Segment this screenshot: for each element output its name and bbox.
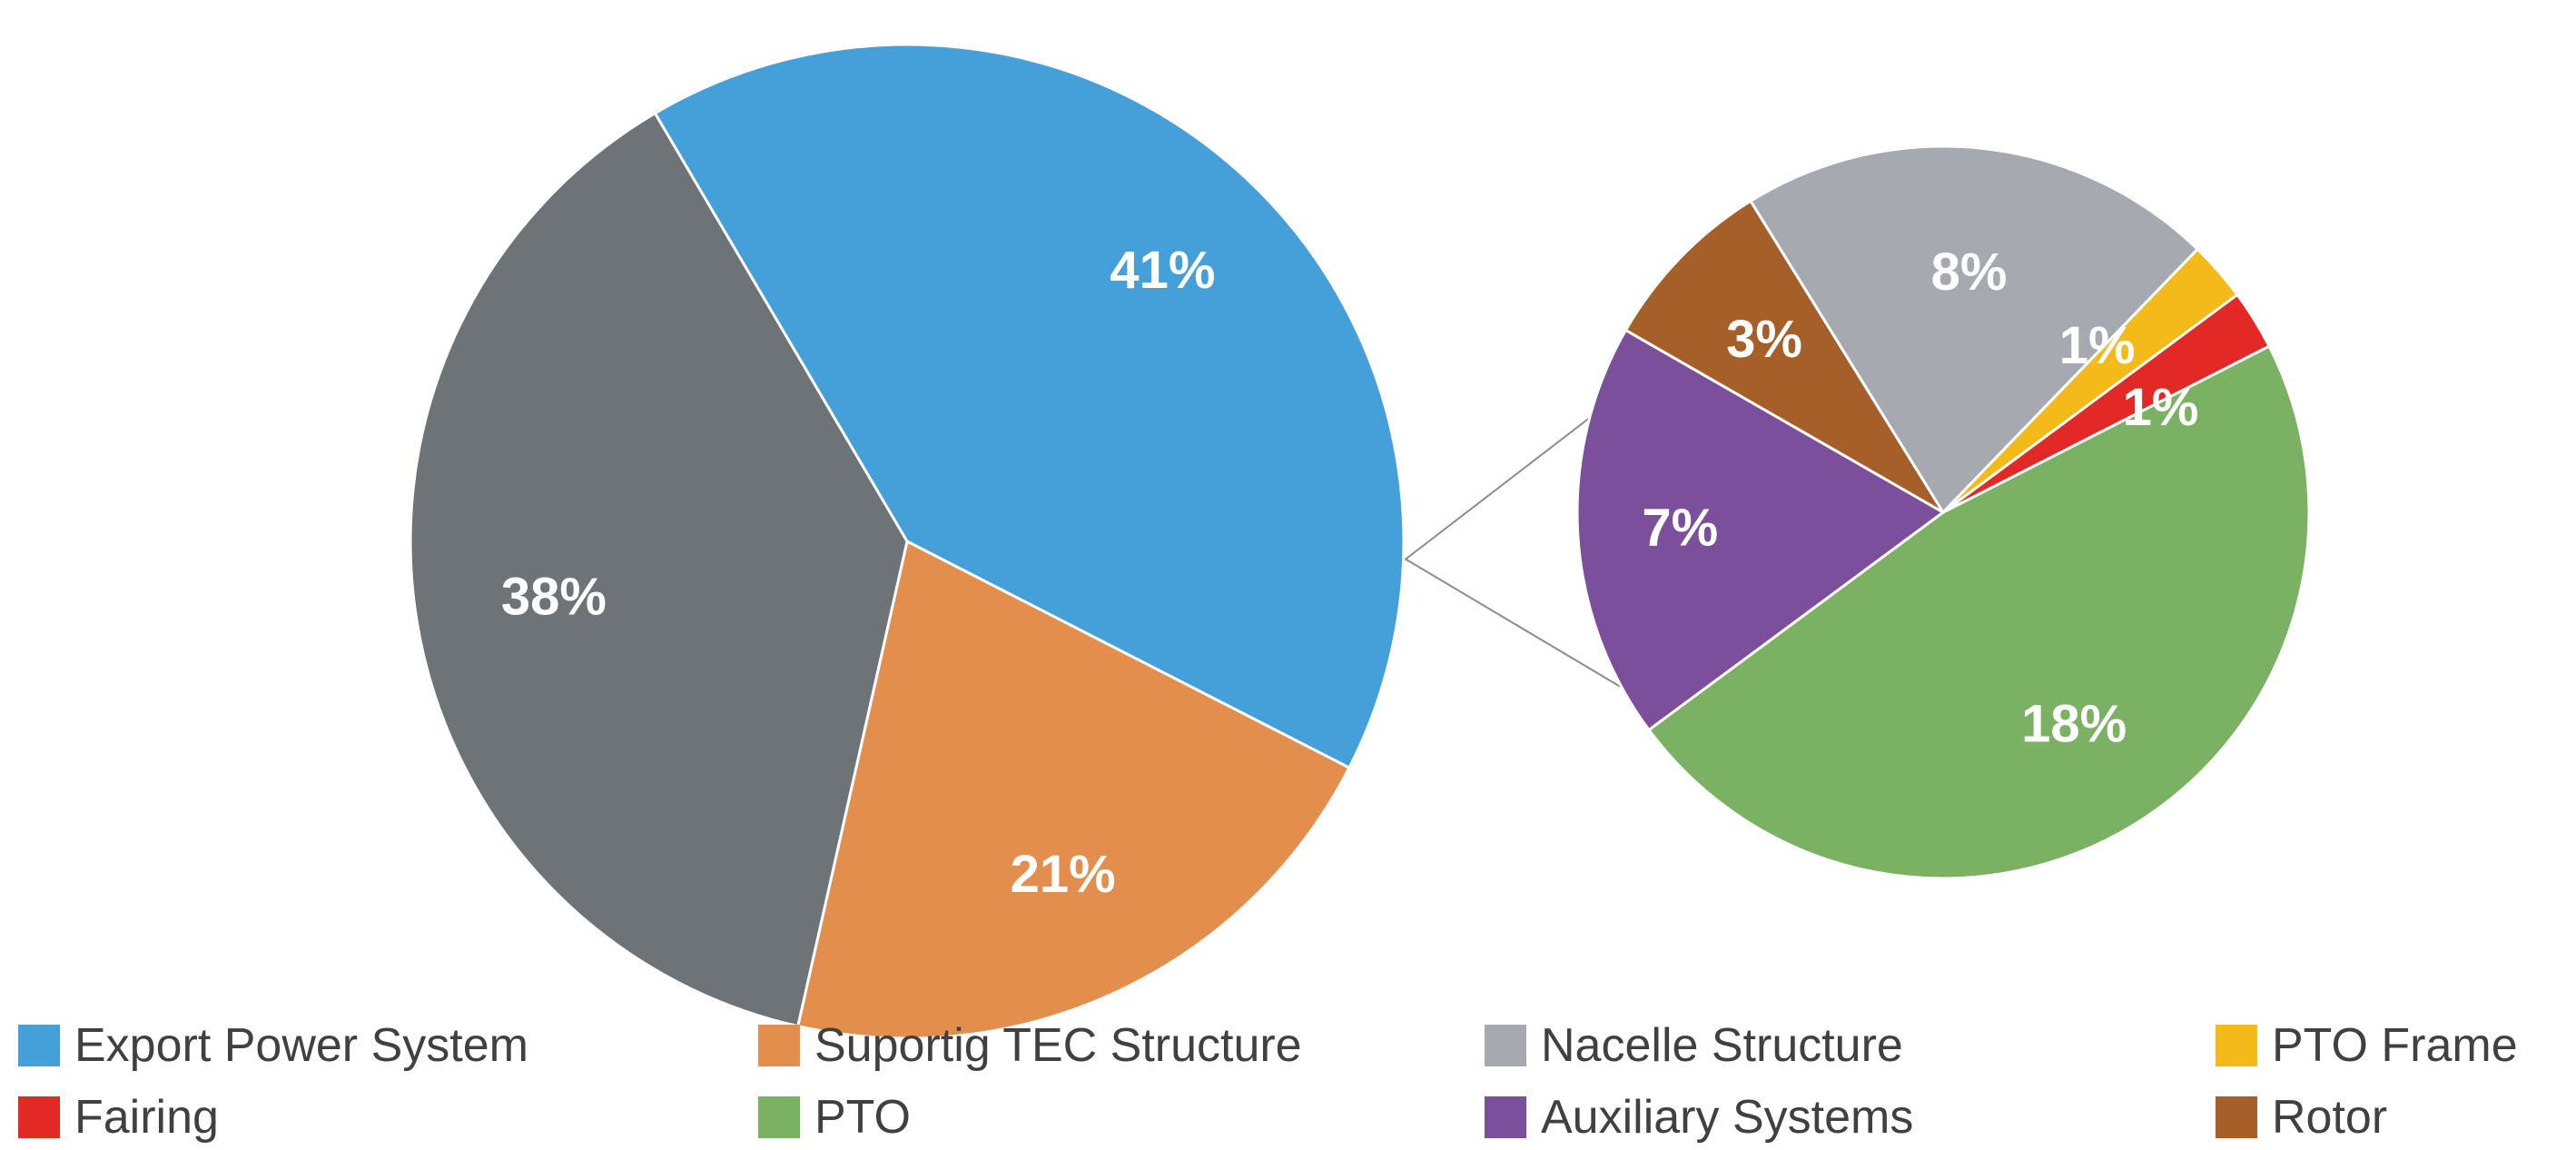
legend-item-pto: PTO xyxy=(758,1091,911,1144)
legend-item-rotor: Rotor xyxy=(2216,1091,2387,1144)
secondary-slice-rotor xyxy=(1624,199,1945,514)
secondary-slice-label: 1% xyxy=(2059,316,2136,375)
legend-item-export-power-system: Export Power System xyxy=(18,1019,528,1072)
legend-item-auxiliary-systems: Auxiliary Systems xyxy=(1485,1091,1913,1144)
legend-swatch xyxy=(2216,1096,2257,1138)
legend-item-suportig-tec-structure: Suportig TEC Structure xyxy=(758,1019,1302,1072)
legend: Export Power System Suportig TEC Structur… xyxy=(18,1019,2518,1144)
legend-swatch xyxy=(2216,1025,2257,1066)
secondary-slice-label: 8% xyxy=(1931,243,2008,302)
legend-swatch xyxy=(758,1096,800,1138)
legend-swatch xyxy=(1485,1025,1526,1066)
legend-swatch xyxy=(1485,1096,1526,1138)
secondary-pie: 18% 7% 3% 8% 1%1% xyxy=(1575,144,2311,880)
legend-label: Suportig TEC Structure xyxy=(814,1019,1302,1072)
legend-item-fairing: Fairing xyxy=(18,1091,219,1144)
legend-label: Fairing xyxy=(74,1091,219,1144)
secondary-slice-label: 1% xyxy=(2123,378,2199,437)
main-pie: 41% 21% 38% xyxy=(409,43,1406,1040)
main-slice-label: 38% xyxy=(501,567,607,626)
legend-swatch xyxy=(18,1025,60,1066)
secondary-slice-label: 7% xyxy=(1642,498,1718,557)
legend-label: Rotor xyxy=(2272,1091,2387,1144)
legend-item-nacelle-structure: Nacelle Structure xyxy=(1485,1019,1903,1072)
legend-label: PTO Frame xyxy=(2272,1019,2518,1072)
legend-swatch xyxy=(18,1096,60,1138)
main-slice-label: 21% xyxy=(1011,845,1116,904)
legend-label: PTO xyxy=(814,1091,911,1144)
legend-label: Export Power System xyxy=(74,1019,528,1072)
main-slice-other xyxy=(409,111,909,1028)
secondary-slice-label: 18% xyxy=(2021,695,2127,754)
legend-label: Nacelle Structure xyxy=(1541,1019,1903,1072)
secondary-slice-fairing xyxy=(1942,292,2272,514)
main-slice-suportig-tec-structure xyxy=(795,539,1351,1040)
main-slice-label: 41% xyxy=(1110,241,1215,300)
legend-label: Auxiliary Systems xyxy=(1541,1091,1913,1144)
main-slice-export-power-system xyxy=(653,43,1406,770)
secondary-slice-pto xyxy=(1646,344,2311,880)
secondary-slice-nacelle-structure xyxy=(1748,144,2200,515)
legend-item-pto-frame: PTO Frame xyxy=(2216,1019,2518,1072)
secondary-slice-auxiliary-systems xyxy=(1575,328,1946,732)
secondary-slice-label: 3% xyxy=(1726,310,1802,369)
legend-swatch xyxy=(758,1025,800,1066)
